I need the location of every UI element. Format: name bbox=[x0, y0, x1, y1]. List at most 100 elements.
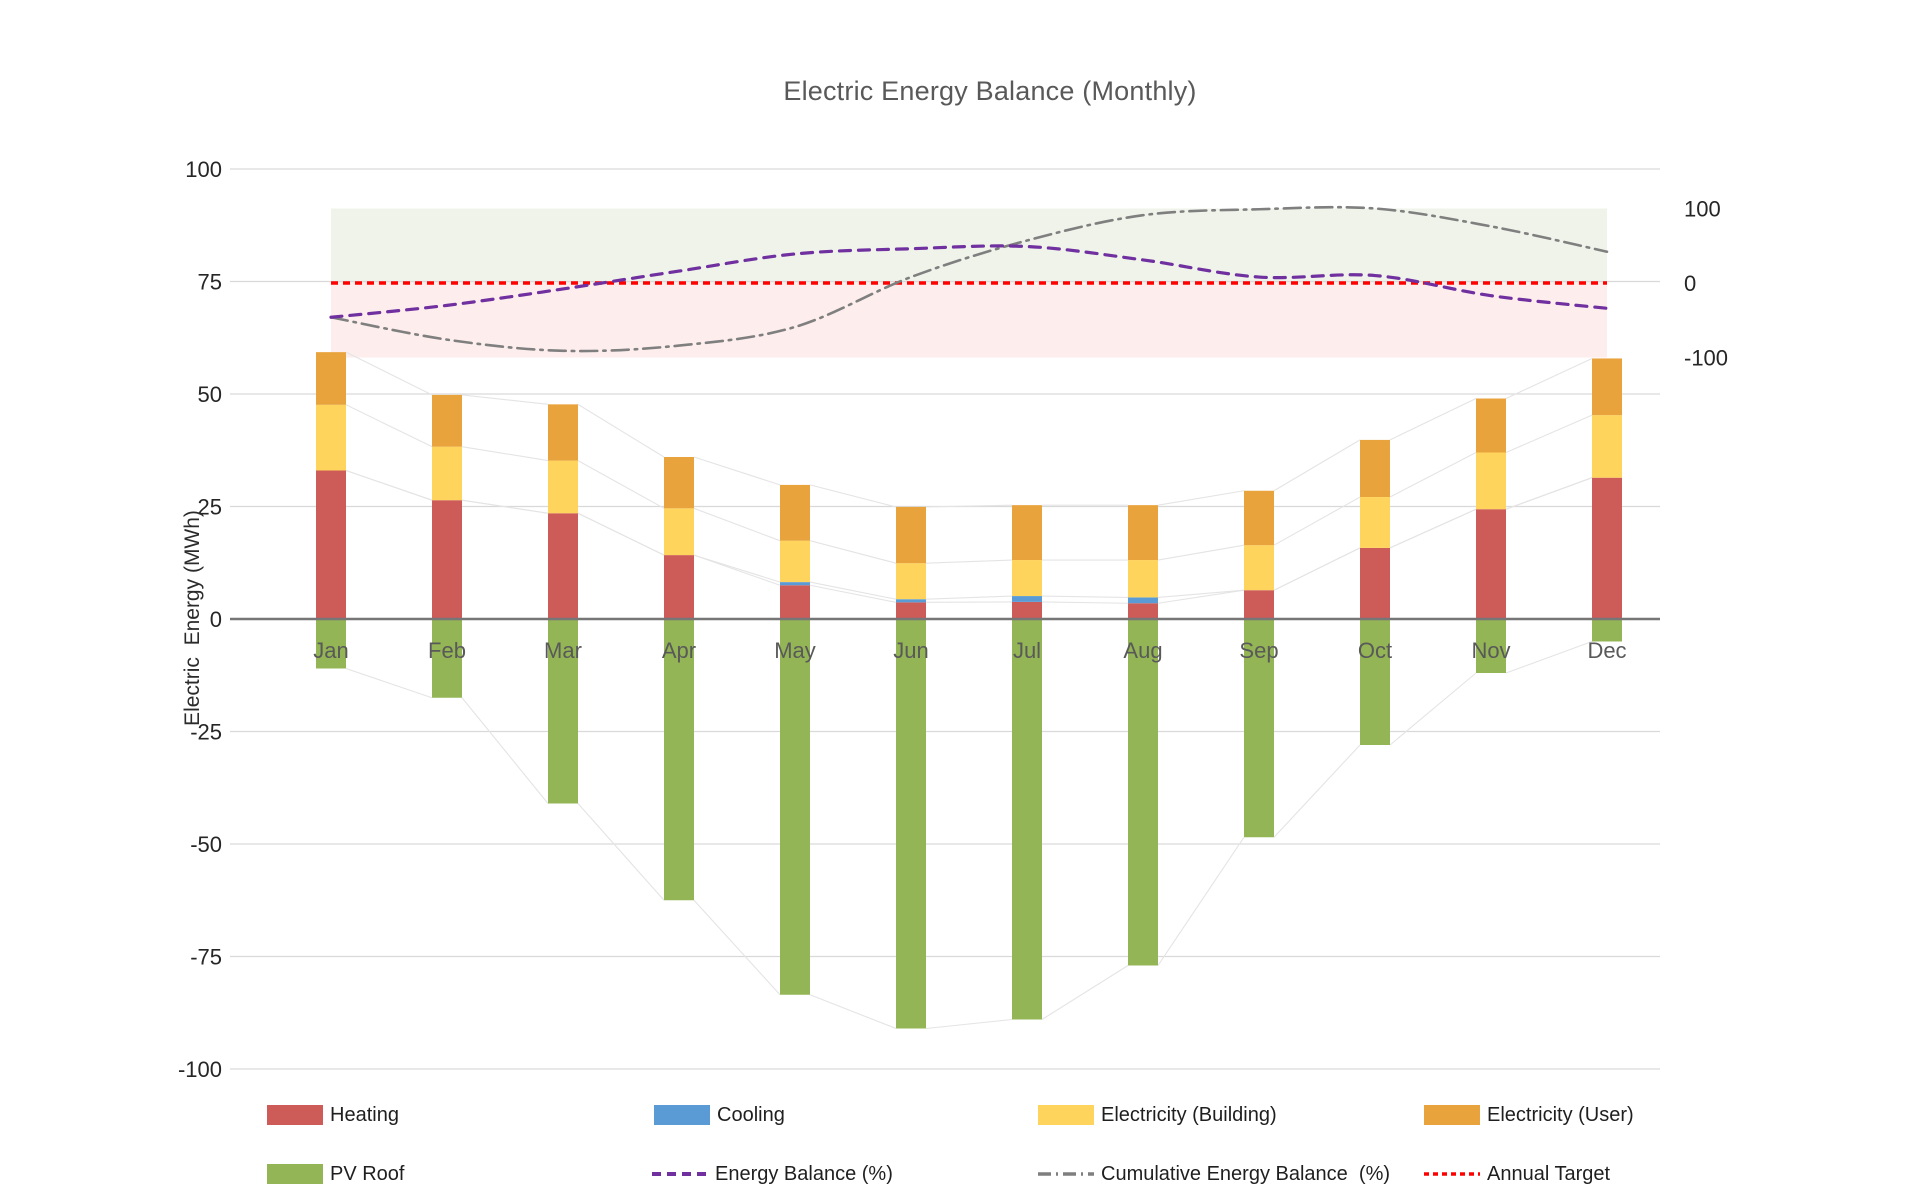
bar-segment-electricity-user bbox=[1360, 439, 1390, 498]
series-connector-line bbox=[1041, 595, 1129, 598]
series-connector-line bbox=[577, 803, 665, 901]
series-connector-line bbox=[1157, 589, 1245, 598]
bar-segment-electricity-user bbox=[1476, 398, 1506, 453]
month-label: May bbox=[774, 638, 816, 663]
legend-item-annual-target: Annual Target bbox=[1424, 1161, 1610, 1187]
bar-segment-heating bbox=[1360, 547, 1390, 619]
bar-segment-electricity-building bbox=[1592, 415, 1622, 478]
bar-segment-heating bbox=[316, 470, 346, 619]
legend-item-electricity-user: Electricity (User) bbox=[1424, 1102, 1634, 1128]
month-label: Mar bbox=[544, 638, 582, 663]
cumulative-energy-balance-line-icon bbox=[1038, 1164, 1094, 1184]
bar-segment-cooling bbox=[1012, 596, 1042, 602]
bar-segment-cooling bbox=[1128, 597, 1158, 604]
series-connector-line bbox=[1273, 439, 1361, 492]
series-connector-line bbox=[345, 404, 433, 448]
series-connector-line bbox=[809, 584, 897, 603]
series-connector-line bbox=[345, 351, 433, 396]
bar-segment-electricity-building bbox=[316, 404, 346, 471]
pv-roof-swatch-icon bbox=[267, 1164, 323, 1184]
series-connector-line bbox=[1505, 357, 1593, 399]
bar-segment-pv-roof bbox=[316, 619, 346, 669]
y-axis-tick-label: 50 bbox=[198, 382, 222, 407]
heating-swatch-icon bbox=[267, 1105, 323, 1125]
bar-segment-electricity-user bbox=[664, 457, 694, 509]
series-connector-line bbox=[1389, 672, 1477, 746]
annual-target-line-icon bbox=[1424, 1164, 1480, 1184]
bar-segment-pv-roof bbox=[548, 619, 578, 804]
legend-label: Heating bbox=[330, 1103, 399, 1126]
series-connector-line bbox=[809, 484, 897, 508]
series-connector-line bbox=[1041, 601, 1129, 604]
legend-label: Cumulative Energy Balance (%) bbox=[1101, 1162, 1391, 1185]
y-axis-tick-label: -50 bbox=[190, 832, 222, 857]
bar-segment-pv-roof bbox=[664, 619, 694, 901]
series-connector-line bbox=[925, 559, 1013, 564]
bar-segment-pv-roof bbox=[1128, 619, 1158, 966]
bar-segment-heating bbox=[664, 555, 694, 619]
legend-item-cooling: Cooling bbox=[654, 1102, 785, 1128]
legend-label: Electricity (Building) bbox=[1101, 1103, 1277, 1126]
bar-segment-electricity-building bbox=[664, 508, 694, 556]
bar-segment-pv-roof bbox=[896, 619, 926, 1029]
bar-segment-heating bbox=[780, 585, 810, 619]
bar-segment-electricity-building bbox=[780, 540, 810, 583]
series-connector-line bbox=[461, 394, 549, 405]
bar-segment-electricity-building bbox=[548, 460, 578, 514]
bar-segment-heating bbox=[1244, 590, 1274, 619]
series-connector-line bbox=[1389, 398, 1477, 441]
electricity-user-swatch-icon bbox=[1424, 1105, 1480, 1125]
bar-segment-heating bbox=[1592, 477, 1622, 619]
energy-balance-line bbox=[329, 244, 1609, 319]
bar-segment-pv-roof bbox=[1360, 619, 1390, 745]
series-connector-line bbox=[1273, 496, 1361, 546]
y-axis-tick-label: 100 bbox=[185, 157, 222, 182]
bar-segment-cooling bbox=[896, 599, 926, 603]
series-connector-line bbox=[461, 499, 549, 514]
series-connector-line bbox=[1505, 640, 1593, 674]
series-connector-line bbox=[925, 595, 1013, 600]
series-connector-line bbox=[1273, 744, 1361, 838]
month-label: Aug bbox=[1123, 638, 1162, 663]
y-axis-tick-label: -75 bbox=[190, 945, 222, 970]
legend-item-heating: Heating bbox=[267, 1102, 399, 1128]
month-label: Sep bbox=[1239, 638, 1278, 663]
series-connector-line bbox=[1505, 414, 1593, 454]
legend-label: Energy Balance (%) bbox=[715, 1162, 893, 1185]
bar-segment-pv-roof bbox=[780, 619, 810, 995]
series-connector-line bbox=[577, 460, 665, 509]
energy-balance-line-icon bbox=[652, 1164, 708, 1184]
series-connector-line bbox=[1041, 965, 1129, 1020]
bar-segment-electricity-building bbox=[896, 563, 926, 600]
bar-segment-electricity-user bbox=[432, 394, 462, 447]
y-axis-tick-label: -100 bbox=[178, 1057, 222, 1082]
bar-segment-heating bbox=[1128, 603, 1158, 619]
month-label: Apr bbox=[662, 638, 696, 663]
series-connector-line bbox=[809, 581, 897, 600]
bar-segment-pv-roof bbox=[1012, 619, 1042, 1020]
series-connector-line bbox=[577, 403, 665, 458]
bar-segment-electricity-building bbox=[432, 446, 462, 501]
series-connector-line bbox=[577, 512, 665, 556]
bar-segment-heating bbox=[1012, 601, 1042, 619]
y-axis-tick-label: 0 bbox=[210, 607, 222, 632]
bar-segment-electricity-building bbox=[1012, 560, 1042, 597]
chart-title: Electric Energy Balance (Monthly) bbox=[783, 76, 1197, 106]
series-connector-line bbox=[693, 456, 781, 486]
bar-segment-heating bbox=[548, 513, 578, 619]
electricity-building-swatch-icon bbox=[1038, 1105, 1094, 1125]
cooling-swatch-icon bbox=[654, 1105, 710, 1125]
series-connector-line bbox=[1389, 508, 1477, 549]
month-label: Dec bbox=[1587, 638, 1626, 663]
legend-item-cumulative-energy-balance: Cumulative Energy Balance (%) bbox=[1038, 1161, 1390, 1187]
legend-label: Electricity (User) bbox=[1487, 1103, 1634, 1126]
bar-segment-heating bbox=[896, 602, 926, 619]
month-label: Jan bbox=[313, 638, 348, 663]
series-connector-line bbox=[693, 899, 781, 996]
series-connector-line bbox=[925, 504, 1013, 508]
y-axis-title: Electric Energy (MWh) bbox=[181, 510, 204, 726]
series-connector-line bbox=[1157, 490, 1245, 506]
month-label: Feb bbox=[428, 638, 466, 663]
